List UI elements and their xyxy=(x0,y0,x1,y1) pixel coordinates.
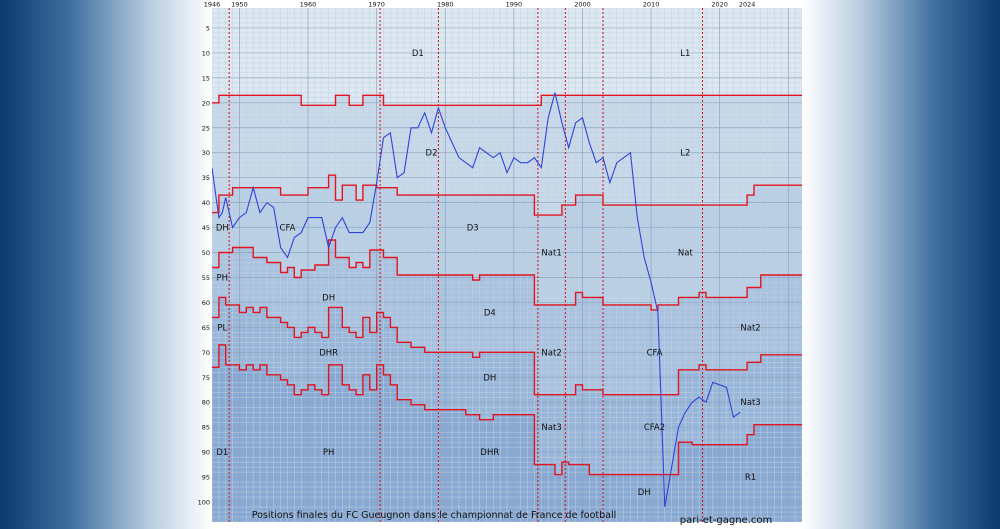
position-series-line xyxy=(212,92,741,508)
level-label: PH xyxy=(323,448,335,458)
x-tick-label: 1950 xyxy=(231,1,248,9)
y-tick-label: 70 xyxy=(202,349,210,357)
y-tick-label: 15 xyxy=(202,74,210,82)
level-label: Nat1 xyxy=(541,249,561,259)
level-label: D4 xyxy=(484,308,496,318)
chart-title: Positions finales du FC Gueugnon dans le… xyxy=(252,510,617,521)
x-tick-label: 1946 xyxy=(204,1,221,9)
level-label: Nat3 xyxy=(740,398,760,408)
level-label: PL xyxy=(217,323,227,333)
y-tick-label: 45 xyxy=(202,224,210,232)
source-credit: pari-et-gagne.com xyxy=(680,515,773,525)
level-label: L2 xyxy=(680,149,690,159)
level-label: D3 xyxy=(467,224,479,234)
y-tick-label: 50 xyxy=(202,249,210,257)
y-tick-label: 25 xyxy=(202,124,210,132)
level-label: CFA xyxy=(647,348,663,358)
division-boundaries xyxy=(212,94,802,476)
dashed-markers xyxy=(228,8,704,522)
y-tick-label: 85 xyxy=(202,424,210,432)
x-tick-label: 1980 xyxy=(437,1,454,9)
x-tick-label: 1960 xyxy=(300,1,317,9)
level-label: D1 xyxy=(216,448,228,458)
level-label: Nat xyxy=(678,249,694,259)
level-label: CFA xyxy=(280,224,296,234)
x-tick-label: 2020 xyxy=(711,1,728,9)
level-label: DH xyxy=(216,224,229,234)
y-tick-label: 5 xyxy=(206,24,210,32)
y-tick-label: 100 xyxy=(198,499,210,507)
level-label: Nat2 xyxy=(541,348,561,358)
y-tick-label: 95 xyxy=(202,474,210,482)
x-tick-label: 2010 xyxy=(643,1,660,9)
axes: 1946 1950 1960 1970 1980 1990 2000 2010 2020 2024… xyxy=(198,1,756,507)
division-boundary-line xyxy=(212,94,802,106)
y-tick-label: 10 xyxy=(202,49,210,57)
x-tick-label: 2000 xyxy=(574,1,591,9)
level-label: DH xyxy=(483,373,496,383)
level-label: Nat2 xyxy=(740,323,760,333)
level-label: DHR xyxy=(319,348,338,358)
x-tick-label: 2024 xyxy=(739,1,756,9)
y-tick-label: 75 xyxy=(202,374,210,382)
x-tick-label: 1990 xyxy=(506,1,523,9)
y-tick-label: 30 xyxy=(202,149,210,157)
level-labels: D1 L1 D2 L2 DH CFA D3 Nat1 Nat PH DH D4 Nat2 PL DHR Nat… xyxy=(216,49,761,498)
level-label: D1 xyxy=(412,49,424,59)
division-boundary-line xyxy=(212,296,802,396)
level-label: DH xyxy=(638,488,651,498)
y-tick-label: 60 xyxy=(202,299,210,307)
division-boundary-line xyxy=(212,344,802,476)
x-tick-label: 1970 xyxy=(368,1,385,9)
level-label: R1 xyxy=(745,473,756,483)
level-label: DH xyxy=(322,293,335,303)
level-label: L1 xyxy=(680,49,690,59)
y-tick-label: 40 xyxy=(202,199,210,207)
y-tick-label: 80 xyxy=(202,399,210,407)
series xyxy=(212,92,741,508)
y-tick-label: 55 xyxy=(202,274,210,282)
level-label: CFA2 xyxy=(644,423,665,433)
y-tick-label: 20 xyxy=(202,99,210,107)
division-boundary-line xyxy=(212,239,802,311)
y-tick-label: 65 xyxy=(202,324,210,332)
level-label: Nat3 xyxy=(541,423,561,433)
level-label: DHR xyxy=(480,448,499,458)
division-boundary-line xyxy=(212,174,802,216)
level-label: D2 xyxy=(426,149,438,159)
y-tick-label: 35 xyxy=(202,174,210,182)
level-label: PH xyxy=(217,273,229,283)
y-tick-label: 90 xyxy=(202,449,210,457)
